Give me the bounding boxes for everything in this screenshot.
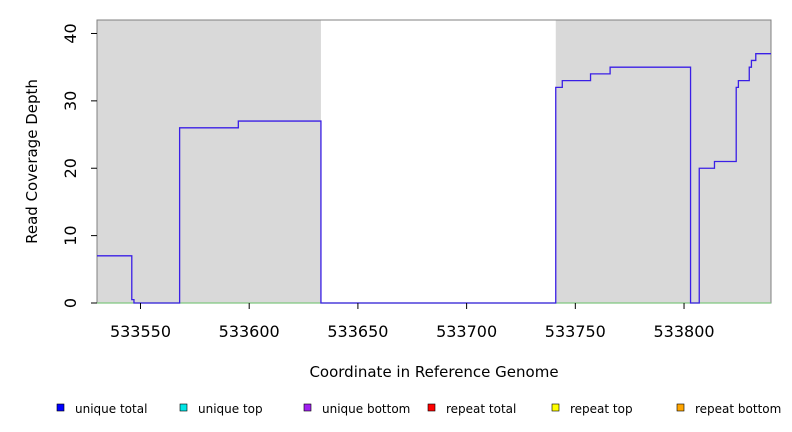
legend-swatch (427, 403, 436, 412)
legend-label: repeat top (570, 402, 633, 416)
legend-label: repeat bottom (695, 402, 781, 416)
legend-label: unique bottom (322, 402, 410, 416)
y-axis: 0 10 20 30 40 (61, 23, 97, 308)
series-line-unique-total (97, 53, 771, 304)
legend-swatch (56, 403, 65, 412)
y-tick-label: 0 (61, 298, 80, 308)
y-tick-label: 20 (61, 158, 80, 178)
legend-label: unique total (75, 402, 147, 416)
legend-label: unique top (198, 402, 263, 416)
legend-swatch (676, 403, 685, 412)
x-tick-label: 533750 (545, 322, 606, 341)
x-tick-label: 533700 (436, 322, 497, 341)
y-tick-label: 10 (61, 225, 80, 245)
x-axis: 533550 533600 533650 533700 533750 533800 (110, 303, 715, 341)
y-axis-title: Read Coverage Depth (23, 79, 41, 244)
x-tick-label: 533650 (327, 322, 388, 341)
legend: unique total unique top unique bottom repea… (56, 402, 781, 416)
legend-swatch (179, 403, 188, 412)
shaded-region-0 (97, 20, 321, 303)
series-layer (97, 53, 771, 304)
legend-label: repeat total (446, 402, 516, 416)
legend-swatch (551, 403, 560, 412)
x-axis-title: Coordinate in Reference Genome (309, 363, 558, 381)
shaded-region-1 (555, 20, 771, 303)
shaded-regions (97, 20, 771, 303)
legend-swatch (303, 403, 312, 412)
y-tick-label: 40 (61, 23, 80, 43)
x-tick-label: 533800 (653, 322, 714, 341)
x-tick-label: 533600 (219, 322, 280, 341)
x-tick-label: 533550 (110, 322, 171, 341)
y-tick-label: 30 (61, 91, 80, 111)
